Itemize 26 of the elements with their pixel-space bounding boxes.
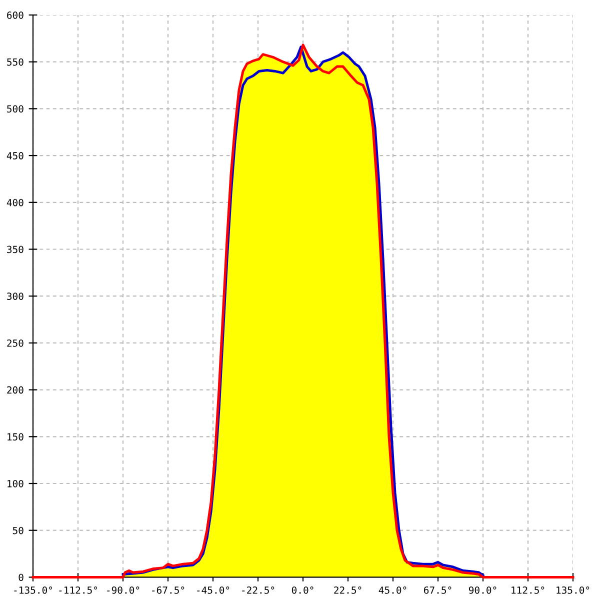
y-tick-label: 450 — [6, 152, 24, 160]
y-tick-label: 500 — [7, 105, 24, 113]
x-tick-label: 67.5° — [424, 586, 452, 594]
y-tick-label: 400 — [6, 198, 24, 206]
y-tick-label: 300 — [7, 292, 24, 300]
y-tick-label: 50 — [12, 526, 24, 534]
x-tick-label: -112.5° — [59, 586, 98, 594]
y-tick-label: 550 — [7, 58, 24, 66]
x-tick-label: 135.0° — [556, 586, 590, 594]
x-tick-label: 22.5° — [334, 586, 362, 594]
x-tick-label: 112.5° — [512, 586, 544, 594]
y-tick-label: 600 — [7, 12, 24, 19]
x-tick-label: 90.0° — [468, 586, 496, 594]
x-tick-label: -135.0° — [14, 586, 52, 594]
y-tick-label: 100 — [8, 480, 24, 488]
x-tick-label: -67.5° — [152, 586, 184, 594]
y-tick-label: 350 — [7, 246, 24, 254]
y-tick-label: 250 — [7, 339, 24, 347]
y-tick-label: 0 — [18, 574, 24, 582]
x-tick-label: -90.0° — [107, 586, 140, 594]
y-tick-label: 200 — [7, 386, 24, 394]
x-tick-label: 0.0° — [292, 586, 314, 594]
x-tick-label: -45.0° — [197, 586, 230, 594]
y-tick-label: 150 — [8, 433, 24, 441]
x-tick-label: 45.0° — [378, 586, 406, 594]
x-tick-label: -22.5° — [242, 586, 274, 594]
